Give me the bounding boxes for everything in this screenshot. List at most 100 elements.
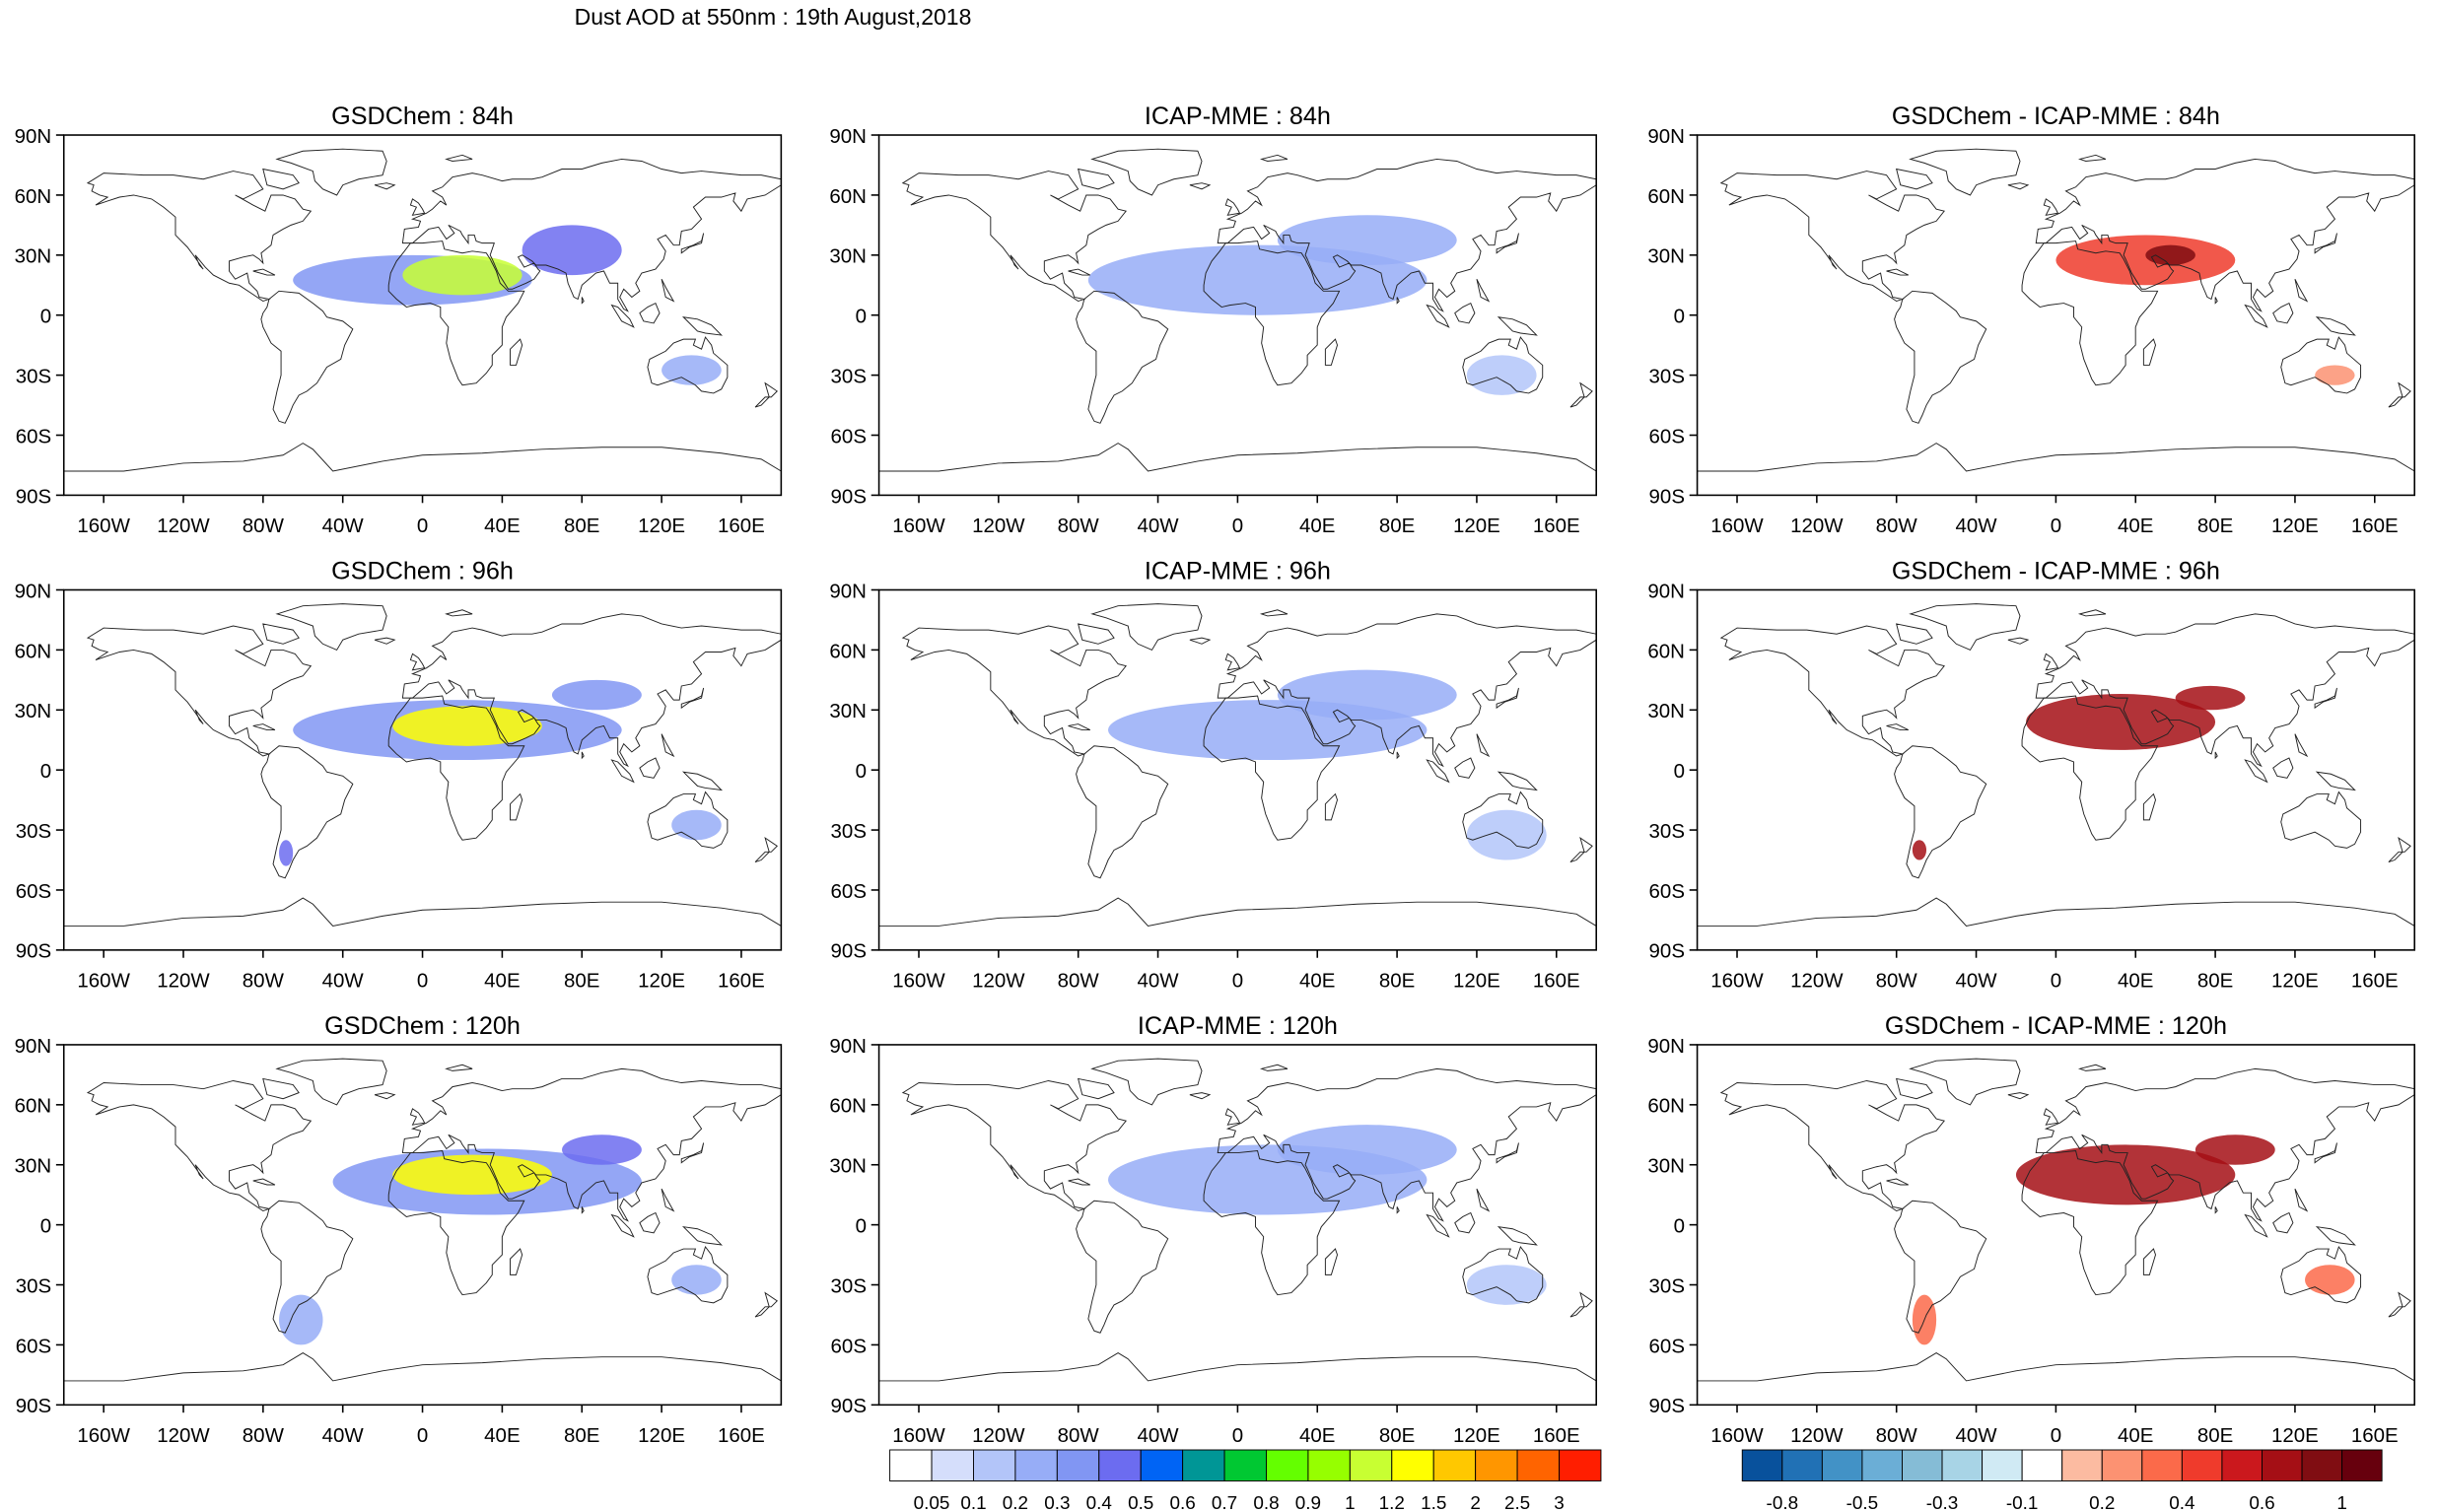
- panel-title: GSDChem : 96h: [331, 557, 514, 584]
- y-tick-label: 30N: [1647, 1155, 1685, 1178]
- coastline-greenland: [1909, 148, 2021, 196]
- plume-cell: [662, 355, 722, 385]
- x-tick-label: 120W: [1790, 1424, 1844, 1447]
- colorbar-label: 0.2: [2089, 1493, 2115, 1512]
- coastline-baffin: [262, 168, 300, 190]
- x-tick-label: 0: [1232, 515, 1243, 537]
- plume-cell: [279, 840, 294, 866]
- plume-cell: [2305, 1265, 2355, 1295]
- coastline-borneo: [1454, 757, 1476, 779]
- plume-cell: [1466, 809, 1547, 860]
- plume-layer: [1936, 235, 2355, 385]
- coastline-new-guinea: [681, 1226, 724, 1246]
- coastline-cuba: [1886, 1178, 1909, 1186]
- coastlines: [878, 148, 1597, 472]
- x-tick-label: 160E: [2351, 1424, 2399, 1447]
- coastline-north-america: [1719, 625, 1945, 757]
- coastline-baffin: [1078, 1077, 1115, 1100]
- colorbar-swatch: [2261, 1449, 2303, 1481]
- colorbar-swatch: [2101, 1449, 2143, 1481]
- coastline-indonesia: [1426, 759, 1450, 784]
- coastline-north-america: [86, 1079, 313, 1211]
- coastline-madagascar: [2142, 338, 2157, 366]
- coastline-new-zealand: [754, 837, 779, 863]
- coastline-australia: [2280, 336, 2362, 394]
- colorbar-swatch: [1056, 1449, 1100, 1481]
- coastline-iceland: [2007, 637, 2030, 645]
- x-tick-label: 160E: [1533, 1424, 1580, 1447]
- x-tick-label: 40W: [322, 970, 365, 993]
- y-tick-label: 0: [856, 306, 867, 328]
- coastline-philippines: [1476, 278, 1491, 303]
- coastline-philippines: [2294, 1188, 2309, 1212]
- map-panel: ICAP-MME : 84h 90N 60N 30N 0 30S 60S 90S 160W 120…: [829, 103, 1597, 537]
- x-tick-label: 40W: [1138, 515, 1180, 537]
- coastline-iceland: [374, 637, 396, 645]
- x-tick-label: 40W: [322, 1424, 365, 1447]
- panel-title: GSDChem : 84h: [331, 103, 514, 130]
- x-tick-label: 0: [1232, 970, 1243, 993]
- y-tick-label: 90N: [829, 580, 867, 602]
- coastline-eurasia: [1217, 158, 1597, 312]
- coastline-sri-lanka: [581, 1206, 585, 1214]
- coastline-greenland: [275, 148, 387, 196]
- x-tick-label: 120E: [2271, 970, 2319, 993]
- coastline-greenland: [1909, 603, 2021, 652]
- x-tick-label: 80W: [243, 1424, 285, 1447]
- coastline-philippines: [1476, 733, 1491, 758]
- x-tick-label: 40W: [1956, 515, 1998, 537]
- plume-layer: [1087, 215, 1537, 395]
- plume-cell: [2055, 235, 2236, 286]
- coastline-madagascar: [2142, 1248, 2157, 1275]
- y-tick-label: 30N: [829, 245, 867, 268]
- coastlines: [1697, 603, 2415, 927]
- colorbar-swatch: [1741, 1449, 1783, 1481]
- x-tick-label: 80W: [1058, 970, 1100, 993]
- x-tick-label: 80E: [1379, 1424, 1415, 1447]
- coastline-iceland: [1189, 637, 1212, 645]
- map-background: [878, 1044, 1597, 1406]
- coastline-cuba: [252, 1178, 276, 1186]
- colorbar-swatch: [1098, 1449, 1142, 1481]
- coastlines: [878, 1058, 1597, 1382]
- coastline-eurasia: [2035, 1067, 2415, 1222]
- coastline-antarctica: [1697, 443, 2415, 472]
- map-background: [1697, 1044, 2415, 1406]
- x-tick-label: 160E: [1533, 515, 1580, 537]
- coastlines: [1697, 148, 2415, 472]
- y-tick-label: 60N: [1647, 1095, 1685, 1118]
- colorbar-label: 3: [1554, 1493, 1564, 1512]
- coastline-british-isles: [409, 653, 426, 671]
- map-background: [1697, 135, 2415, 496]
- y-tick-label: 60S: [16, 1335, 51, 1357]
- coastline-antarctica: [63, 897, 782, 927]
- x-tick-label: 0: [417, 1424, 428, 1447]
- panel-title: ICAP-MME : 96h: [1145, 557, 1331, 584]
- coastline-baffin: [1078, 623, 1115, 645]
- coastline-philippines: [2294, 278, 2309, 303]
- plume-cell: [402, 254, 522, 296]
- y-tick-label: 60N: [829, 185, 867, 208]
- y-tick-label: 60N: [15, 1095, 52, 1118]
- y-tick-label: 30S: [1649, 1274, 1685, 1297]
- colorbar-label: -0.1: [2006, 1493, 2039, 1512]
- coastline-africa: [1203, 241, 1341, 386]
- y-tick-label: 30S: [1649, 820, 1685, 843]
- plume-cell: [392, 706, 542, 746]
- y-tick-label: 0: [40, 306, 51, 328]
- map-background: [878, 589, 1597, 950]
- x-tick-label: 40W: [1138, 1424, 1180, 1447]
- y-tick-label: 30S: [16, 820, 51, 843]
- colorbar-label: 2.5: [1504, 1493, 1530, 1512]
- coastline-madagascar: [510, 338, 523, 366]
- y-tick-label: 30S: [1649, 365, 1685, 387]
- y-tick-label: 90S: [1649, 940, 1685, 963]
- coastline-south-america: [1894, 745, 1987, 879]
- coastline-svalbard: [1259, 154, 1289, 162]
- x-tick-label: 160W: [1710, 1424, 1764, 1447]
- figure-title: Dust AOD at 550nm : 19th August,2018: [574, 4, 972, 30]
- plume-cell: [1946, 1174, 2006, 1196]
- coastline-madagascar: [1324, 338, 1339, 366]
- colorbar-swatch: [1475, 1449, 1518, 1481]
- coastline-new-zealand: [1569, 381, 1593, 408]
